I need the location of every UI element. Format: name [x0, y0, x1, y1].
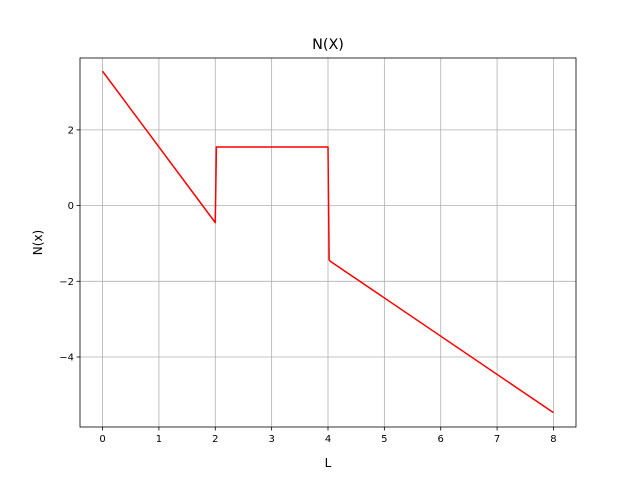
x-tick-label: 1	[156, 434, 162, 445]
y-tick-label: −2	[59, 277, 74, 288]
y-tick-label: −4	[59, 353, 74, 364]
x-tick-label: 7	[494, 434, 500, 445]
y-axis-ticks: −4 −2 0 2	[59, 126, 80, 364]
chart-title: N(X)	[312, 37, 344, 53]
x-tick-label: 6	[438, 434, 444, 445]
x-tick-label: 0	[99, 434, 105, 445]
x-tick-label: 5	[381, 434, 387, 445]
y-tick-label: 0	[68, 201, 74, 212]
series-layer	[101, 70, 554, 414]
x-axis-label: L	[325, 456, 332, 470]
x-tick-label: 2	[212, 434, 218, 445]
x-tick-label: 3	[268, 434, 274, 445]
x-axis-ticks: 0 1 2 3 4 5 6 7 8	[99, 427, 557, 445]
y-tick-label: 2	[68, 126, 74, 137]
y-axis-label: N(x)	[31, 230, 45, 255]
x-tick-label: 4	[325, 434, 331, 445]
x-tick-label: 8	[550, 434, 556, 445]
series-line	[101, 70, 554, 414]
grid-lines	[80, 58, 576, 427]
